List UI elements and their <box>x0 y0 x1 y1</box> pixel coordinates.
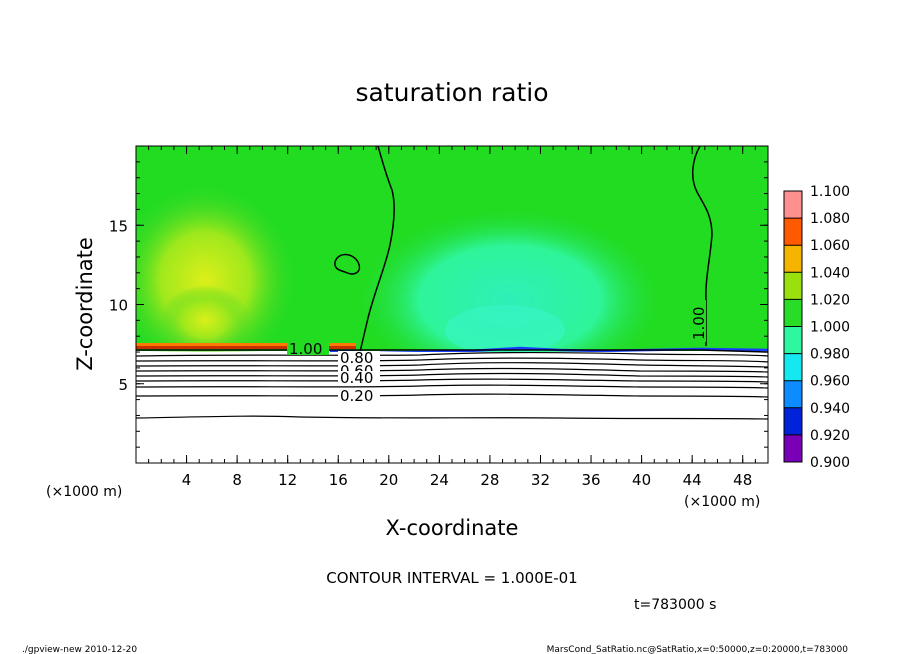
x-tick-label: 20 <box>379 471 398 489</box>
x-tick-label: 32 <box>531 471 550 489</box>
contour-0-90 <box>136 352 768 357</box>
layer-top-edge <box>136 346 356 349</box>
colorbar-label: 0.980 <box>810 347 850 363</box>
contour-0-50 <box>136 372 768 378</box>
y-tick-label: 5 <box>118 376 128 394</box>
x-tick-label: 12 <box>278 471 297 489</box>
colorbar: 0.900 0.920 0.940 0.960 0.980 1.000 1.020 1.040… <box>783 184 850 471</box>
plot-area <box>136 146 768 463</box>
contour-0-10 <box>136 415 768 420</box>
x-tick-label: 28 <box>480 471 499 489</box>
colorbar-label: 0.900 <box>810 455 850 471</box>
contour-label-0-80: 0.80 <box>340 349 373 367</box>
colorbar-swatch <box>784 191 802 219</box>
contour-label-bg <box>338 351 380 366</box>
colorbar-label: 0.960 <box>810 374 850 390</box>
colorbar-swatch <box>784 407 802 435</box>
colorbar-swatch <box>784 434 802 462</box>
x-tick-label: 16 <box>329 471 348 489</box>
contour-surface <box>136 349 768 353</box>
contour-label-bg <box>338 389 380 403</box>
contour-1-00-left <box>359 146 395 353</box>
y-axis: 5 10 15 <box>109 161 768 448</box>
contour-labels: 1.00 0.80 0.60 0.40 0.20 1.00 <box>287 300 708 405</box>
colorbar-swatch <box>784 218 802 246</box>
x-tick-label: 24 <box>430 471 449 489</box>
contour-interval: CONTOUR INTERVAL = 1.000E-01 <box>326 569 577 587</box>
warm-region-core <box>160 285 250 355</box>
y-tick-label: 10 <box>109 297 128 315</box>
supersaturated-layer <box>136 343 356 348</box>
colorbar-label: 1.020 <box>810 292 850 308</box>
contour-1-00-right <box>692 146 713 346</box>
colorbar-swatch <box>784 272 802 300</box>
cool-region-center <box>360 210 660 390</box>
colorbar-swatch <box>784 299 802 327</box>
x-axis: 4 8 12 16 20 24 28 32 36 40 44 48 <box>148 146 756 489</box>
contour-label-bg <box>287 341 329 355</box>
colorbar-label: 1.060 <box>810 238 850 254</box>
x-tick-label: 8 <box>232 471 242 489</box>
x-tick-label: 36 <box>581 471 600 489</box>
y-axis-unit: (×1000 m) <box>46 484 122 500</box>
y-tick-label: 15 <box>109 217 128 235</box>
contour-0-30 <box>136 384 768 389</box>
contour-label-0-20: 0.20 <box>340 387 373 405</box>
cool-region-core <box>445 305 565 355</box>
contour-0-60 <box>136 367 768 373</box>
footer-right: MarsCond_SatRatio.nc@SatRatio,x=0:50000,… <box>547 645 849 654</box>
colorbar-swatch <box>784 245 802 273</box>
colorbar-label: 0.920 <box>810 428 850 444</box>
contour-label-bg <box>338 371 380 384</box>
x-tick-label: 48 <box>733 471 752 489</box>
x-axis-unit: (×1000 m) <box>684 494 760 510</box>
x-tick-label: 44 <box>683 471 702 489</box>
chart-title: saturation ratio <box>355 78 548 107</box>
colorbar-label: 1.100 <box>810 184 850 200</box>
time-stamp: t=783000 s <box>634 597 716 613</box>
colorbar-label: 1.040 <box>810 265 850 281</box>
contour-0-80 <box>136 357 768 363</box>
contour-label-bg <box>690 300 706 342</box>
contour-label-0-40: 0.40 <box>340 369 373 387</box>
contour-0-70 <box>136 362 768 368</box>
x-tick-label: 4 <box>182 471 192 489</box>
contour-label-1-00-surface: 1.00 <box>289 340 322 358</box>
y-axis-title: Z-coordinate <box>73 237 97 371</box>
footer-left: ./gpview-new 2010-12-20 <box>22 645 137 654</box>
contour-label-1-00-vertical: 1.00 <box>690 307 708 340</box>
colorbar-label: 0.940 <box>810 401 850 417</box>
colorbar-label: 1.000 <box>810 320 850 336</box>
contour-0-20 <box>136 393 768 398</box>
colorbar-swatch <box>784 353 802 381</box>
x-axis-title: X-coordinate <box>386 516 519 540</box>
contour-0-40 <box>136 378 768 383</box>
contour-island <box>334 253 361 275</box>
colorbar-swatch <box>784 326 802 354</box>
x-tick-label: 40 <box>632 471 651 489</box>
colorbar-label: 1.080 <box>810 211 850 227</box>
colorbar-swatch <box>784 380 802 408</box>
